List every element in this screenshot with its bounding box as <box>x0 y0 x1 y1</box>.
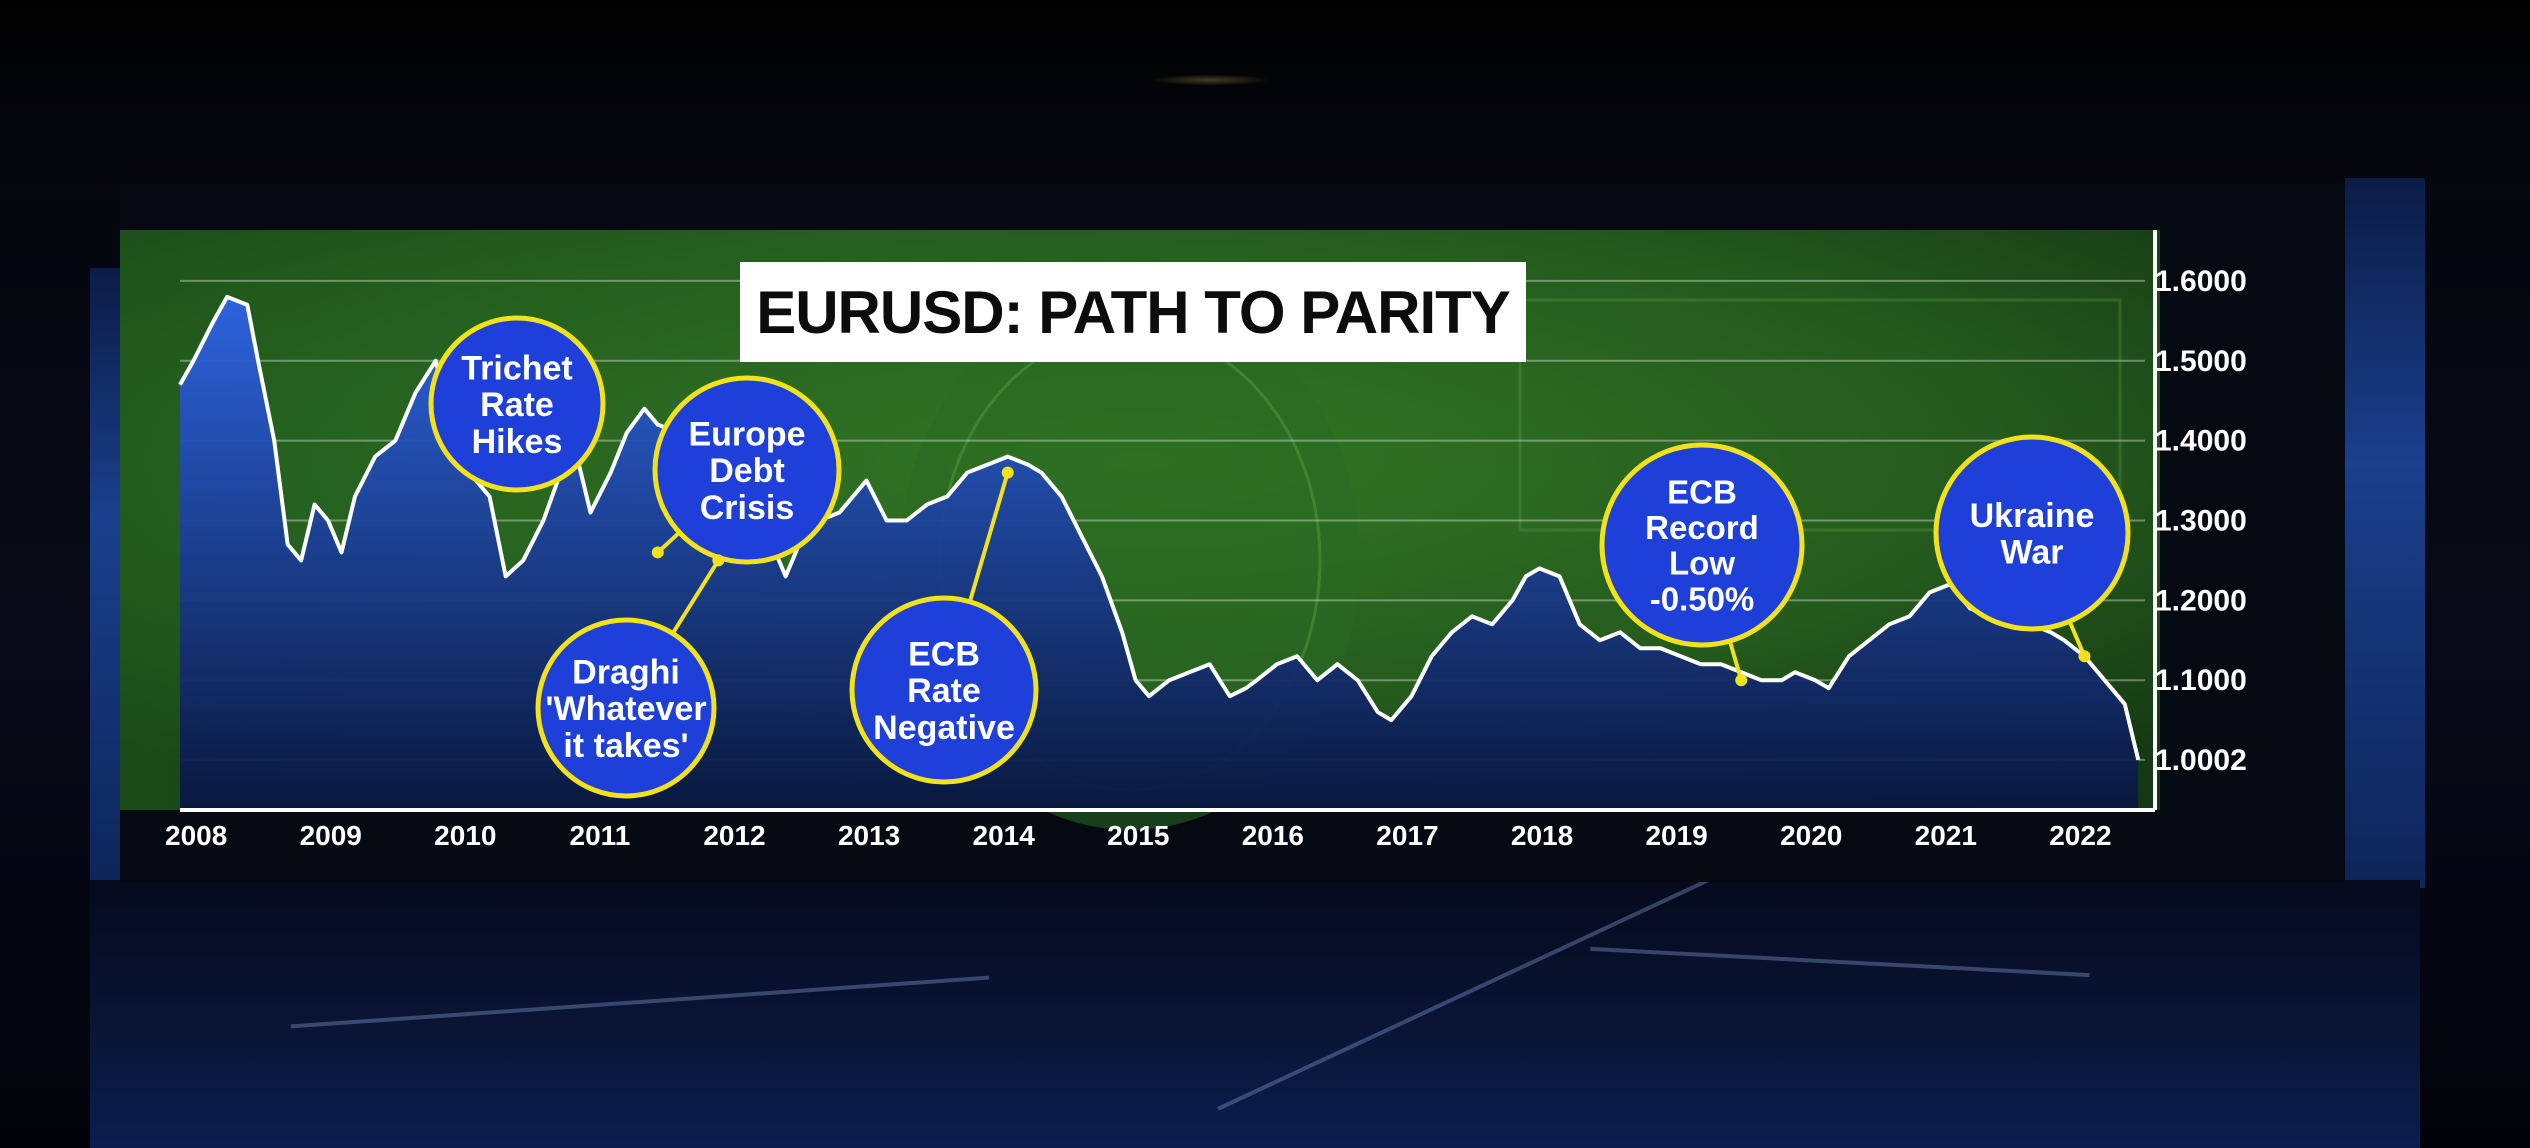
y-tick-label-3: 1.3000 <box>2155 504 2247 537</box>
annotation-marker-4 <box>1735 674 1748 687</box>
annotation-text-4-0: ECB <box>1667 473 1737 510</box>
studio-ceiling <box>0 0 2530 200</box>
annotation-text-2-2: it takes' <box>563 727 688 765</box>
annotation-bubble-1 <box>652 375 842 565</box>
x-tick-label-2014: 2014 <box>973 820 1036 851</box>
annotation-marker-3 <box>1001 466 1014 479</box>
x-tick-label-2022: 2022 <box>2049 820 2111 851</box>
annotation-text-1-1: Debt <box>709 452 785 490</box>
y-tick-label-1: 1.5000 <box>2155 345 2247 378</box>
x-tick-label-2018: 2018 <box>1511 820 1573 851</box>
annotation-text-3-0: ECB <box>908 636 980 674</box>
y-tick-label-6: 1.0002 <box>2155 744 2247 777</box>
left-side-panel <box>90 268 120 888</box>
annotation-text-1-2: Crisis <box>700 489 795 527</box>
annotation-leader-3 <box>967 472 1010 603</box>
annotation-bubble-5 <box>1933 434 2131 632</box>
x-tick-label-2012: 2012 <box>703 820 765 851</box>
annotation-bubble-0 <box>428 315 606 493</box>
annotation-bubble-3 <box>849 595 1039 785</box>
annotation-leader-4 <box>1727 640 1744 681</box>
axes <box>180 230 2157 812</box>
annotation-text-4-1: Record <box>1645 509 1759 546</box>
annotation-text-0-2: Hikes <box>472 423 563 461</box>
x-tick-label-2010: 2010 <box>434 820 496 851</box>
annotation-bubble-4 <box>1599 442 1805 648</box>
annotation-text-2-1: 'Whatever <box>545 690 706 728</box>
annotation-text-3-1: Rate <box>907 672 981 710</box>
x-tick-label-2016: 2016 <box>1242 820 1304 851</box>
annotation-text-0-0: Trichet <box>461 350 572 388</box>
x-tick-label-2008: 2008 <box>165 820 227 851</box>
annotation-leader-5 <box>2067 620 2087 658</box>
right-side-panel <box>2345 178 2425 888</box>
chart-title: EURUSD: PATH TO PARITY <box>756 278 1511 346</box>
y-tick-label-2: 1.4000 <box>2155 425 2247 458</box>
annotation-bubble-2 <box>535 617 717 799</box>
x-tick-label-2009: 2009 <box>300 820 362 851</box>
annotation-leader-2 <box>670 559 721 635</box>
annotation-marker-2 <box>712 554 725 567</box>
annotation-text-2-0: Draghi <box>572 654 680 692</box>
chart-title-box: EURUSD: PATH TO PARITY <box>740 262 1526 362</box>
x-tick-label-2013: 2013 <box>838 820 900 851</box>
x-tick-label-2021: 2021 <box>1915 820 1977 851</box>
annotation-text-5-1: War <box>2001 534 2064 572</box>
y-tick-label-5: 1.1000 <box>2155 664 2247 697</box>
annotation-text-1-0: Europe <box>688 416 805 454</box>
x-tick-label-2017: 2017 <box>1376 820 1438 851</box>
x-tick-label-2015: 2015 <box>1107 820 1169 851</box>
x-tick-label-2020: 2020 <box>1780 820 1842 851</box>
bill-frame <box>1518 298 2122 532</box>
annotation-text-4-3: -0.50% <box>1650 580 1755 617</box>
annotation-text-5-0: Ukraine <box>1970 497 2095 535</box>
x-axis-ticks: 2008 2009 2010 2011 2012 2013 2014 2015 2016 2017… <box>165 820 2112 851</box>
annotation-marker-1 <box>651 546 664 559</box>
x-tick-label-2019: 2019 <box>1645 820 1707 851</box>
studio-floor <box>90 853 2420 1148</box>
y-tick-label-4: 1.2000 <box>2155 584 2247 617</box>
annotation-text-0-1: Rate <box>480 386 554 424</box>
annotation-text-4-2: Low <box>1669 545 1735 582</box>
y-tick-label-0: 1.6000 <box>2155 265 2247 298</box>
x-tick-label-2011: 2011 <box>570 820 631 851</box>
y-axis-ticks: 1.6000 1.5000 1.4000 1.3000 1.2000 1.1000 1.00… <box>2155 265 2247 777</box>
annotation-marker-5 <box>2078 650 2091 663</box>
annotation-text-3-2: Negative <box>873 709 1015 747</box>
